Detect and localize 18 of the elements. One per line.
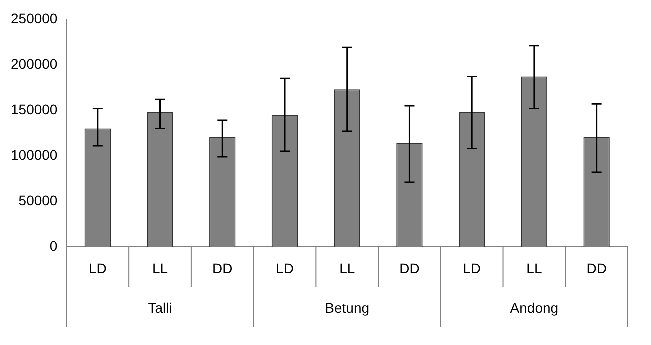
y-tick-label: 200000 [11, 56, 58, 72]
x-tick-label: LL [340, 260, 356, 276]
text: Andong [510, 300, 559, 316]
y-tick-label: 100000 [11, 146, 58, 163]
y-tick-label: 50000 [18, 192, 58, 208]
text: Betung [325, 300, 370, 316]
y-tick-label: 0 [50, 238, 58, 254]
x-tick-label: LD [276, 260, 294, 276]
text: Talli [148, 300, 172, 316]
x-tick-label: DD [400, 260, 420, 276]
x-tick-label: LD [88, 260, 107, 276]
x-tick-label: LD [463, 260, 482, 276]
y-tick-label: 250000 [11, 10, 58, 26]
x-tick-label: DD [586, 260, 607, 276]
x-tick-label: DD [212, 260, 233, 276]
x-tick-label: LL [152, 260, 168, 276]
x-tick-label: LL [526, 260, 542, 276]
y-tick-label: 150000 [11, 101, 58, 118]
